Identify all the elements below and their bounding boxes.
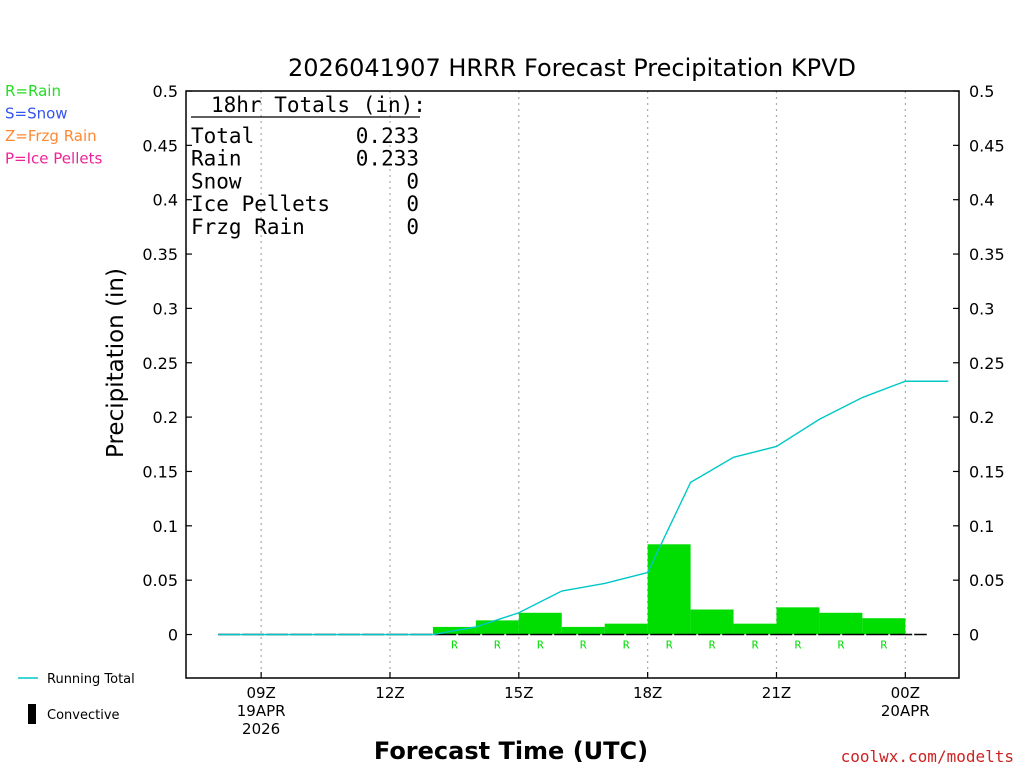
precip-type-legend: R=Rain S=Snow Z=Frzg Rain P=Ice Pellets <box>5 82 102 168</box>
type-marker-hour-15: R <box>494 639 501 652</box>
totals-label-rain: Rain <box>191 147 242 171</box>
y-tick-label-left: 0.15 <box>142 462 178 481</box>
y-tick-label-right: 0.25 <box>969 354 1005 373</box>
type-marker-hour-18: R <box>623 639 630 652</box>
gridlines <box>260 91 906 678</box>
running-total-line <box>218 380 949 636</box>
y-tick-label-left: 0.5 <box>153 82 178 101</box>
totals-value-ice-pellets: 0 <box>406 192 419 216</box>
y-tick-label-left: 0.4 <box>153 191 178 210</box>
y-tick-label-left: 0 <box>168 626 178 645</box>
y-tick-label-right: 0.5 <box>969 82 994 101</box>
bar-hour-15 <box>475 620 519 635</box>
totals-label-ice-pellets: Ice Pellets <box>191 192 330 216</box>
totals-value-snow: 0 <box>406 169 419 193</box>
legend-line-label-0: Running Total <box>47 672 135 687</box>
x-tick-label: 15Z <box>504 684 533 702</box>
type-marker-hour-16: R <box>537 639 544 652</box>
totals-value-rain: 0.233 <box>356 147 419 171</box>
bar-hour-24 <box>862 618 906 635</box>
credit-text: coolwx.com/modelts <box>841 747 1014 766</box>
bar-hour-21 <box>733 623 777 635</box>
type-marker-hour-23: R <box>838 639 845 652</box>
bar-hour-23 <box>819 612 863 635</box>
x-tick-label: 19APR <box>237 702 286 720</box>
y-tick-label-left: 0.05 <box>142 571 178 590</box>
y-tick-label-left: 0.35 <box>142 245 178 264</box>
y-tick-label-left: 0.25 <box>142 354 178 373</box>
y-axis-label: Precipitation (in) <box>103 268 129 458</box>
type-marker-hour-19: R <box>666 639 673 652</box>
y-tick-label-right: 0 <box>969 626 979 645</box>
type-marker-hour-21: R <box>752 639 759 652</box>
totals-label-frzg-rain: Frzg Rain <box>191 215 305 239</box>
legend-line-label-1: Convective <box>47 708 120 723</box>
series-legend: Running Total Convective <box>18 672 135 724</box>
totals-heading: 18hr Totals (in): <box>211 93 426 117</box>
y-tick-label-right: 0.15 <box>969 462 1005 481</box>
y-tick-label-right: 0.45 <box>969 136 1005 155</box>
y-axis-left: 0 0.05 0.1 0.15 0.2 0.25 0.3 0.35 0.4 0.45 0.5 <box>142 82 192 645</box>
legend-type-1: S=Snow <box>5 105 68 123</box>
bar-hour-20 <box>690 609 734 635</box>
y-axis-right: 0 0.05 0.1 0.15 0.2 0.25 0.3 0.35 0.4 0.45 0.5 <box>953 82 1005 645</box>
x-tick-label: 12Z <box>375 684 404 702</box>
legend-convective-swatch <box>28 704 36 724</box>
totals-value-total: 0.233 <box>356 124 419 148</box>
y-tick-label-right: 0.35 <box>969 245 1005 264</box>
bar-hour-17 <box>561 626 605 635</box>
type-marker-hour-14: R <box>451 639 458 652</box>
y-tick-label-left: 0.45 <box>142 136 178 155</box>
y-tick-label-right: 0.1 <box>969 517 994 536</box>
x-tick-label: 09Z <box>246 684 275 702</box>
y-tick-label-right: 0.4 <box>969 191 994 210</box>
hourly-precip-bars <box>432 544 906 635</box>
totals-label-snow: Snow <box>191 169 242 193</box>
bar-hour-22 <box>776 607 820 635</box>
y-tick-label-right: 0.05 <box>969 571 1005 590</box>
y-tick-label-left: 0.3 <box>153 299 178 318</box>
bar-hour-19 <box>647 544 691 635</box>
type-marker-hour-20: R <box>709 639 716 652</box>
bar-hour-18 <box>604 623 648 635</box>
x-axis-label: Forecast Time (UTC) <box>374 737 648 765</box>
chart-title: 2026041907 HRRR Forecast Precipitation K… <box>288 54 856 82</box>
legend-type-3: P=Ice Pellets <box>5 150 102 168</box>
type-marker-hour-17: R <box>580 639 587 652</box>
totals-label-total: Total <box>191 124 254 148</box>
bar-hour-16 <box>518 612 562 635</box>
totals-value-frzg-rain: 0 <box>406 215 419 239</box>
x-tick-label: 20APR <box>881 702 930 720</box>
type-marker-hour-24: R <box>881 639 888 652</box>
x-tick-label: 18Z <box>633 684 662 702</box>
totals-box: 18hr Totals (in): Total 0.233 Rain 0.233 Sno… <box>191 93 426 239</box>
legend-type-2: Z=Frzg Rain <box>5 127 97 145</box>
plot-frame <box>185 90 960 679</box>
x-tick-label: 2026 <box>242 720 280 738</box>
y-tick-label-right: 0.2 <box>969 408 994 427</box>
x-tick-label: 21Z <box>762 684 791 702</box>
y-tick-label-right: 0.3 <box>969 299 994 318</box>
y-tick-label-left: 0.2 <box>153 408 178 427</box>
x-tick-label: 00Z <box>891 684 920 702</box>
legend-type-0: R=Rain <box>5 82 61 100</box>
type-marker-hour-22: R <box>795 639 802 652</box>
y-tick-label-left: 0.1 <box>153 517 178 536</box>
